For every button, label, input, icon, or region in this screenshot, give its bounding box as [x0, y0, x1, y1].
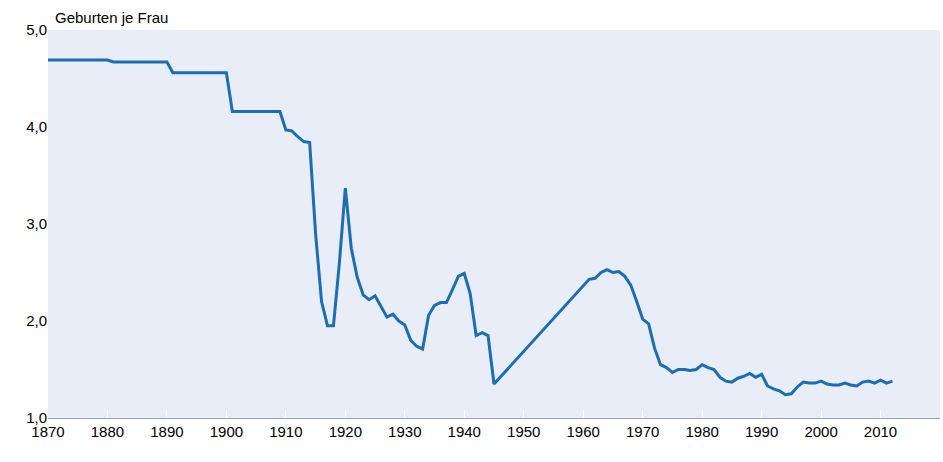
svg-text:1910: 1910 — [269, 423, 302, 440]
svg-text:3,0: 3,0 — [26, 215, 47, 232]
svg-text:2,0: 2,0 — [26, 312, 47, 329]
svg-text:1930: 1930 — [388, 423, 421, 440]
svg-text:Geburten je Frau: Geburten je Frau — [55, 9, 168, 26]
svg-text:5,0: 5,0 — [26, 21, 47, 38]
svg-text:1960: 1960 — [567, 423, 600, 440]
svg-text:1940: 1940 — [448, 423, 481, 440]
svg-text:2000: 2000 — [804, 423, 837, 440]
svg-text:1950: 1950 — [507, 423, 540, 440]
svg-text:1970: 1970 — [626, 423, 659, 440]
svg-text:1890: 1890 — [150, 423, 183, 440]
svg-text:4,0: 4,0 — [26, 118, 47, 135]
svg-text:1920: 1920 — [329, 423, 362, 440]
svg-text:2010: 2010 — [864, 423, 897, 440]
svg-text:1900: 1900 — [210, 423, 243, 440]
svg-text:1980: 1980 — [685, 423, 718, 440]
svg-text:1,0: 1,0 — [26, 409, 47, 426]
svg-text:1990: 1990 — [745, 423, 778, 440]
svg-text:1870: 1870 — [31, 423, 64, 440]
svg-text:1880: 1880 — [91, 423, 124, 440]
